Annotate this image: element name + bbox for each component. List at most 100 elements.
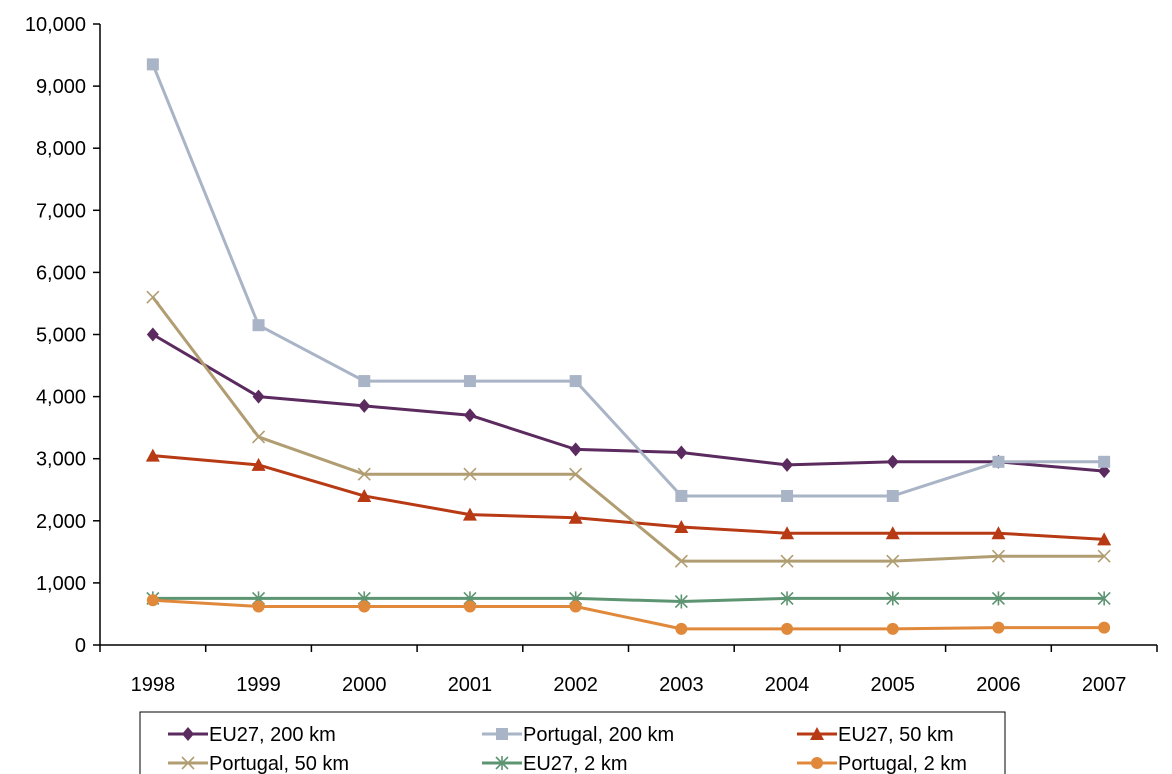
series-3	[146, 290, 1111, 568]
legend-label: Portugal, 2 km	[838, 753, 967, 774]
y-tick-label: 2,000	[36, 511, 86, 533]
data-point	[886, 454, 899, 469]
data-point	[252, 600, 265, 613]
data-point	[886, 591, 900, 606]
series-line	[151, 63, 1105, 498]
data-point	[568, 510, 583, 524]
x-tick-label: 2007	[1082, 674, 1127, 696]
data-point	[463, 467, 477, 481]
data-point	[780, 526, 795, 540]
legend-label: EU27, 50 km	[838, 724, 954, 746]
series-2	[145, 448, 1112, 546]
series-line	[152, 454, 1105, 541]
data-point	[463, 408, 476, 423]
data-point	[252, 319, 265, 332]
legend-items: EU27, 200 km Portugal, 200 km EU27, 50 km P…	[168, 724, 967, 774]
series-5	[146, 594, 1111, 635]
data-point	[569, 467, 583, 481]
data-point	[886, 622, 899, 635]
y-tick-label: 7,000	[36, 200, 86, 222]
y-tick-label: 3,000	[36, 449, 86, 471]
data-point	[992, 621, 1005, 634]
series-line	[152, 598, 1105, 631]
data-point	[569, 375, 582, 388]
data-point	[146, 594, 159, 607]
data-point	[358, 600, 371, 613]
data-point	[1097, 591, 1111, 606]
legend-label: Portugal, 200 km	[523, 724, 674, 746]
data-point	[781, 457, 794, 472]
y-tick-label: 6,000	[36, 262, 86, 284]
y-axis-ticks: 0 1,000 2,000 3,000 4,000 5,000 6,000 7,000 8,00…	[25, 14, 100, 657]
data-point	[146, 58, 159, 71]
data-point	[674, 594, 688, 609]
series-layer	[145, 58, 1112, 635]
x-tick-label: 2006	[976, 674, 1021, 696]
data-point	[251, 430, 266, 444]
legend-box	[139, 711, 1006, 774]
data-point	[886, 554, 900, 568]
data-point	[252, 389, 265, 404]
data-point	[357, 467, 371, 481]
data-point	[569, 442, 582, 457]
data-point	[251, 457, 266, 471]
legend-label: Portugal, 50 km	[209, 753, 349, 774]
legend-swatch-marker	[181, 756, 195, 770]
legend-item: Portugal, 200 km	[482, 724, 674, 746]
x-tick-label: 2001	[448, 674, 493, 696]
data-point	[991, 549, 1006, 563]
data-point	[357, 488, 372, 502]
x-axis-ticks: 1998 1999 2000 2001 2002 2003 2004 2005 2006 2007	[99, 645, 1158, 696]
data-point	[462, 507, 477, 521]
y-tick-label: 0	[75, 635, 86, 657]
x-tick-label: 1998	[131, 674, 176, 696]
data-point	[991, 591, 1006, 606]
legend-swatch-marker	[496, 728, 508, 740]
data-point	[463, 375, 476, 388]
data-point	[463, 600, 476, 613]
series-line	[152, 333, 1105, 473]
series-0	[146, 327, 1111, 479]
data-point	[358, 375, 371, 388]
data-point	[1098, 455, 1111, 468]
x-tick-label: 2004	[765, 674, 810, 696]
data-point	[569, 600, 582, 613]
x-tick-label: 2003	[659, 674, 704, 696]
y-tick-label: 8,000	[36, 138, 86, 160]
legend-swatch-marker	[810, 727, 824, 740]
data-point	[146, 327, 159, 342]
data-point	[1097, 532, 1112, 546]
x-tick-label: 2002	[553, 674, 598, 696]
data-point	[992, 455, 1005, 468]
data-point	[358, 398, 371, 413]
y-tick-label: 4,000	[36, 387, 86, 409]
data-point	[781, 622, 794, 635]
data-point	[780, 554, 794, 568]
legend-item: Portugal, 50 km	[168, 753, 349, 774]
x-tick-label: 2000	[342, 674, 387, 696]
y-tick-label: 1,000	[36, 573, 86, 595]
data-point	[674, 520, 689, 534]
legend-item: EU27, 200 km	[168, 724, 336, 746]
legend-swatch-marker	[182, 727, 194, 741]
x-tick-label: 1999	[236, 674, 281, 696]
x-tick-label: 2005	[871, 674, 916, 696]
data-point	[991, 526, 1006, 540]
y-tick-label: 5,000	[36, 325, 86, 347]
data-point	[781, 489, 794, 502]
legend-label: EU27, 2 km	[523, 753, 627, 774]
series-line	[151, 296, 1105, 563]
legend-item: Portugal, 2 km	[797, 753, 967, 774]
legend-item: EU27, 2 km	[482, 753, 627, 774]
data-point	[780, 591, 794, 606]
legend-item: EU27, 50 km	[797, 724, 954, 746]
axes: 0 1,000 2,000 3,000 4,000 5,000 6,000 7,000 8,00…	[25, 14, 1158, 696]
series-line	[152, 596, 1105, 604]
data-point	[675, 489, 688, 502]
data-point	[146, 290, 160, 304]
data-point	[885, 526, 900, 540]
data-point	[675, 445, 688, 460]
legend-swatch-marker	[811, 757, 823, 769]
data-point	[1098, 621, 1111, 634]
